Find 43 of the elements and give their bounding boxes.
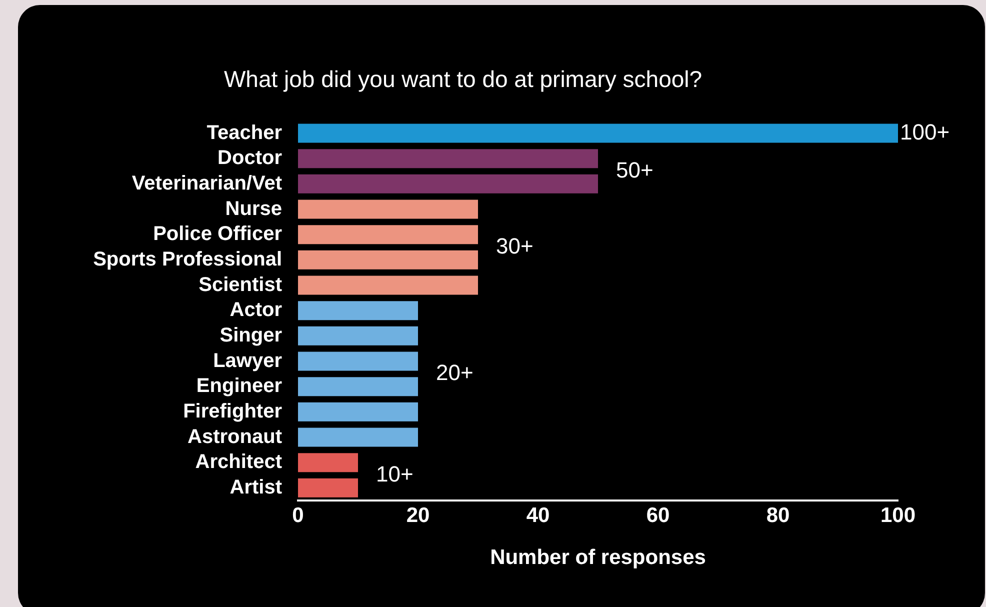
bar [298, 174, 598, 194]
x-axis-title: Number of responses [490, 546, 706, 570]
y-tick-label: Singer [220, 324, 282, 346]
bar [298, 377, 418, 396]
y-tick-label: Veterinarian/Vet [132, 172, 282, 194]
y-tick-label: Teacher [206, 122, 282, 144]
y-tick-label: Police Officer [153, 223, 282, 246]
annotation: 20+ [436, 360, 474, 385]
y-tick-label: Firefighter [183, 400, 282, 422]
x-tick-label: 20 [406, 504, 430, 527]
y-tick-label: Lawyer [213, 350, 282, 372]
x-tick-label: 0 [292, 504, 304, 527]
bar [298, 149, 598, 168]
y-tick-label: Engineer [196, 375, 282, 398]
y-tick-label: Scientist [198, 274, 282, 296]
chart-title: What job did you want to do at primary school? [224, 66, 702, 92]
bar [298, 301, 418, 320]
x-tick-label: 80 [766, 504, 790, 527]
bar [298, 225, 478, 244]
annotation: 10+ [376, 461, 414, 486]
y-tick-label: Doctor [218, 147, 282, 170]
bar [298, 352, 418, 371]
text: 100+ [900, 119, 950, 144]
bar [298, 428, 418, 447]
bar [298, 453, 358, 472]
bar [298, 200, 478, 219]
annotation: 50+ [616, 157, 654, 182]
y-tick-label: Artist [230, 476, 282, 498]
bar [298, 326, 418, 346]
y-tick-label: Nurse [225, 198, 282, 220]
x-tick-label: 40 [526, 504, 550, 527]
annotation: 30+ [496, 233, 534, 258]
bar [298, 124, 898, 143]
bar [298, 250, 478, 270]
y-tick-label: Architect [195, 451, 282, 474]
bar [298, 402, 418, 422]
y-tick-label: Actor [230, 299, 282, 322]
bar [298, 478, 358, 498]
bar [298, 276, 478, 295]
x-tick-label: 100 [880, 504, 916, 527]
y-tick-label: Sports Professional [93, 248, 282, 270]
x-tick-label: 60 [646, 504, 670, 527]
y-tick-label: Astronaut [188, 426, 282, 448]
